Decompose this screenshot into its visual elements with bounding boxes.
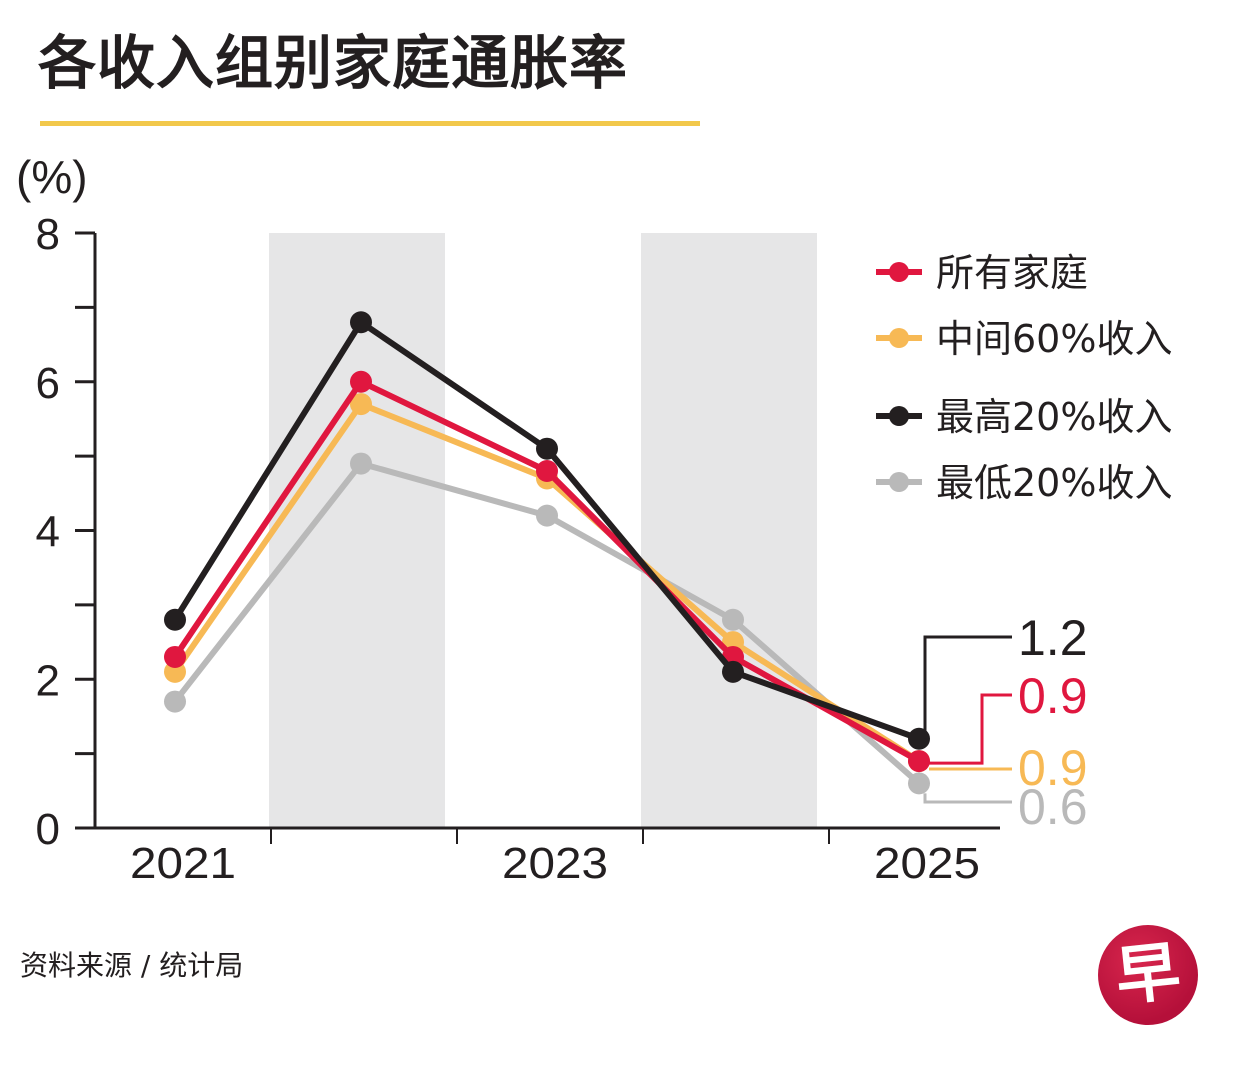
callout-leader-top_20 (923, 635, 1012, 739)
data-point-all_households-2022 (350, 370, 372, 393)
title-underline (40, 121, 700, 126)
callout-leader-all_households (929, 693, 1012, 765)
shaded-year-bands (269, 233, 817, 828)
x-tick-label: 2021 (130, 839, 236, 888)
end-value-label-bottom_20: 0.6 (1018, 779, 1088, 835)
end-value-label-top_20: 1.2 (1018, 610, 1088, 666)
data-point-top_20-2025 (908, 727, 930, 750)
data-point-all_households-2023 (536, 460, 558, 482)
legend-label-all_households: 所有家庭 (936, 251, 1088, 295)
axes: 0 2 4 6 8 2021 2023 2025 (36, 210, 1000, 888)
y-tick-label: 2 (36, 656, 60, 705)
data-point-top_20-2022 (350, 311, 372, 334)
legend-swatch-dot-middle_60 (889, 328, 909, 348)
callout-leader-bottom_20 (923, 793, 1012, 804)
y-tick-label: 4 (36, 508, 60, 557)
legend-swatch-dot-all_households (889, 262, 909, 282)
legend-label-bottom_20: 最低20%收入 (936, 461, 1172, 505)
source-note: 资料来源 / 统计局 (20, 949, 244, 982)
x-tick-label: 2023 (502, 839, 608, 888)
data-point-top_20-2021 (164, 608, 186, 631)
logo-glyph: 早 (1112, 933, 1184, 1016)
end-value-label-all_households: 0.9 (1018, 668, 1088, 724)
y-axis-unit-label: (%) (16, 151, 88, 203)
end-value-label-middle_60: 0.9 (1018, 740, 1088, 796)
shaded-band-2024 (641, 233, 817, 828)
data-point-bottom_20-2025 (908, 772, 930, 795)
data-point-all_households-2021 (164, 645, 186, 668)
data-point-bottom_20-2021 (164, 690, 186, 713)
y-tick-label: 6 (36, 359, 60, 408)
series-lines (164, 311, 930, 795)
end-value-callouts: 0.90.91.20.6 (923, 610, 1088, 835)
chart-title: 各收入组别家庭通胀率 (38, 29, 629, 97)
legend-swatch-dot-top_20 (889, 406, 909, 426)
zaobao-logo: 早 (1098, 925, 1198, 1025)
data-point-top_20-2024 (722, 660, 744, 683)
data-point-all_households-2025 (908, 750, 930, 773)
x-tick-label: 2025 (874, 839, 980, 888)
legend-label-middle_60: 中间60%收入 (936, 317, 1172, 361)
data-point-bottom_20-2023 (536, 504, 558, 527)
legend-swatch-dot-bottom_20 (889, 472, 909, 492)
legend-label-top_20: 最高20%收入 (936, 395, 1172, 439)
data-point-bottom_20-2022 (350, 452, 372, 475)
y-tick-label: 8 (36, 210, 60, 259)
data-point-middle_60-2022 (350, 393, 372, 416)
data-point-top_20-2023 (536, 437, 558, 460)
y-tick-label: 0 (36, 805, 60, 854)
data-point-bottom_20-2024 (722, 608, 744, 631)
